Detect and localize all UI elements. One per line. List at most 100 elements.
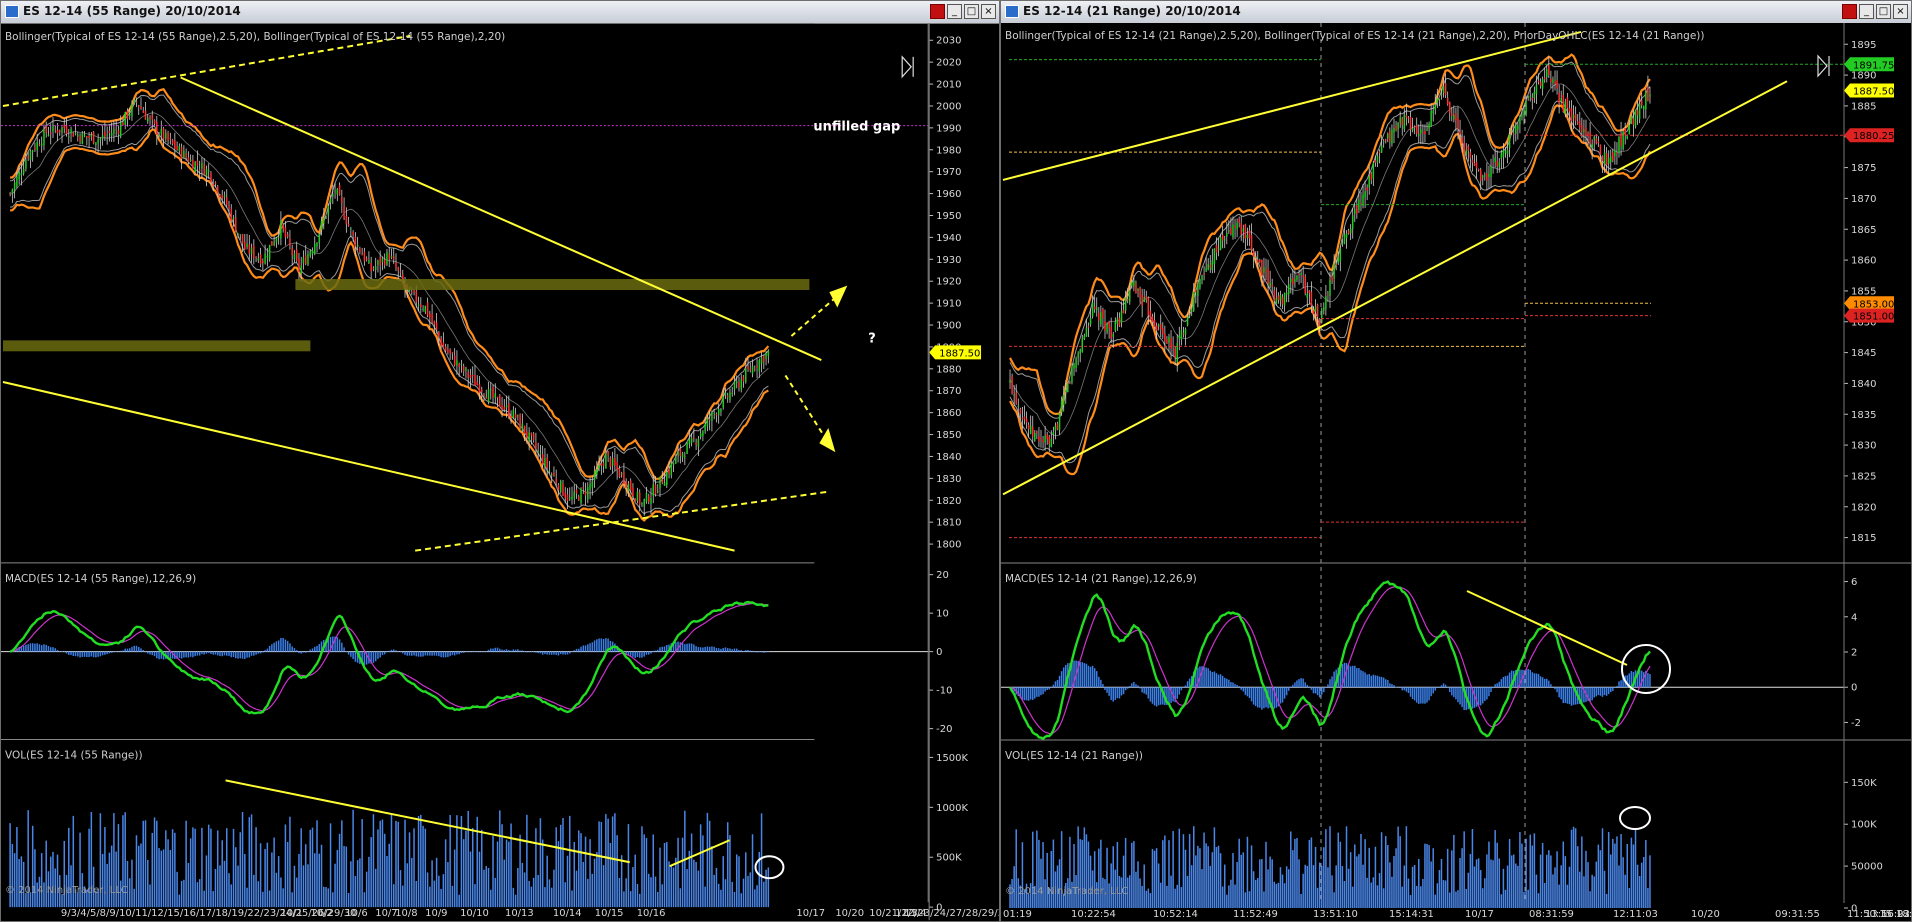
volume-bar <box>1203 832 1205 908</box>
macd-histogram-bar <box>413 651 415 656</box>
volume-label: VOL(ES 12-14 (55 Range)) <box>5 749 143 761</box>
close-indicator-icon[interactable] <box>1842 4 1857 19</box>
close-button[interactable]: × <box>1893 4 1908 19</box>
volume-bar <box>1630 837 1633 908</box>
candlestick <box>1566 93 1569 117</box>
breakdown-arrow-line <box>784 374 829 442</box>
macd-histogram-bar <box>1201 666 1203 688</box>
macd-histogram-bar <box>675 642 677 652</box>
maximize-button[interactable]: □ <box>1876 4 1891 19</box>
candle-body <box>510 416 512 418</box>
title-bar[interactable]: ES 12-14 (55 Range) 20/10/2014 _ □ × <box>1 1 999 24</box>
close-button[interactable]: × <box>981 4 996 19</box>
candlestick <box>758 358 761 378</box>
macd-histogram-bar <box>1071 661 1073 688</box>
candlestick <box>564 487 566 504</box>
candlestick <box>675 454 677 464</box>
candlestick <box>1494 147 1496 168</box>
play-icon[interactable] <box>901 55 912 79</box>
bollinger-lower-band <box>1009 100 1651 464</box>
volume-bar <box>244 854 246 908</box>
candle-body <box>345 215 348 225</box>
macd-histogram-bar <box>697 647 700 652</box>
candlestick <box>165 129 167 143</box>
candlestick <box>1292 269 1294 295</box>
volume-bar <box>1566 884 1569 908</box>
maximize-button[interactable]: □ <box>964 4 979 19</box>
chart-window-55-range[interactable]: ES 12-14 (55 Range) 20/10/2014 _ □ × 203… <box>0 0 1000 922</box>
candlestick <box>532 432 535 443</box>
macd-histogram-bar <box>153 651 156 657</box>
macd-histogram-bar <box>715 647 718 652</box>
candle-body <box>1259 260 1261 263</box>
chart-window-21-range[interactable]: ES 12-14 (21 Range) 20/10/2014 _ □ × 189… <box>1000 0 1912 922</box>
chart-canvas-55-range[interactable]: 2030202020102000199019801970196019501940… <box>1 23 999 921</box>
candle-body <box>1023 416 1026 420</box>
macd-histogram-bar <box>1356 668 1358 688</box>
macd-histogram-bar <box>259 651 262 654</box>
candlestick <box>462 363 465 377</box>
volume-bar <box>1223 864 1226 908</box>
volume-bar <box>1366 877 1368 908</box>
candlestick <box>29 149 32 168</box>
volume-bar <box>1087 841 1090 908</box>
candle-body <box>1201 275 1203 281</box>
candle-body <box>1213 248 1216 265</box>
candle-body <box>1471 159 1474 163</box>
volume-bar <box>652 834 654 908</box>
candle-body <box>1036 431 1038 433</box>
volume-bar <box>153 817 156 908</box>
candlestick <box>266 248 269 267</box>
chart-canvas-21-range[interactable]: 1895189018851880187518701865186018551850… <box>1001 23 1911 921</box>
candlestick <box>320 216 323 236</box>
volume-bar <box>1560 865 1562 908</box>
macd-histogram-bar <box>645 651 648 655</box>
macd-histogram-bar <box>1345 663 1348 688</box>
volume-bar <box>1380 832 1383 908</box>
macd-histogram-bar <box>246 651 248 658</box>
candle-body <box>589 484 591 490</box>
volume-bar <box>399 870 402 908</box>
candle-body <box>1531 97 1534 100</box>
candlestick <box>571 486 573 505</box>
macd-histogram-bar <box>492 648 494 652</box>
candlestick <box>1333 254 1335 290</box>
candle-body <box>708 419 711 421</box>
volume-bar <box>735 854 738 908</box>
candle-body <box>1038 436 1040 442</box>
candlestick <box>1508 128 1511 158</box>
volume-bar <box>1508 838 1511 908</box>
macd-histogram-bar <box>79 651 81 658</box>
macd-histogram-bar <box>1046 687 1048 691</box>
close-indicator-icon[interactable] <box>930 4 945 19</box>
macd-histogram-bar <box>83 651 86 657</box>
title-bar[interactable]: ES 12-14 (21 Range) 20/10/2014 _ □ × <box>1001 1 1911 24</box>
volume-tick-label: 1500K <box>936 753 968 764</box>
macd-histogram-bar <box>636 651 639 657</box>
volume-bar <box>122 815 124 908</box>
volume-bar <box>1391 876 1393 908</box>
volume-bar <box>1271 859 1273 908</box>
candle-body <box>1649 94 1651 97</box>
volume-bar <box>63 840 66 908</box>
candle-body <box>1118 317 1121 327</box>
candlestick <box>508 395 510 419</box>
candle-body <box>578 496 580 501</box>
volume-bar <box>52 851 54 908</box>
candlestick <box>311 247 314 260</box>
volume-bar <box>738 856 740 908</box>
candlestick <box>1347 228 1350 235</box>
play-icon[interactable] <box>1817 54 1828 78</box>
macd-histogram-bar <box>1104 687 1106 691</box>
candlestick <box>1351 208 1354 239</box>
price-tick-label: 1910 <box>936 299 961 310</box>
volume-bar <box>1248 891 1251 908</box>
candle-body <box>657 491 659 493</box>
candle-body <box>711 411 713 421</box>
minimize-button[interactable]: _ <box>1859 4 1874 19</box>
candlestick <box>1205 256 1207 272</box>
volume-bar <box>1525 838 1527 908</box>
volume-bar <box>1153 850 1156 908</box>
minimize-button[interactable]: _ <box>947 4 962 19</box>
volume-bar <box>1131 842 1133 908</box>
